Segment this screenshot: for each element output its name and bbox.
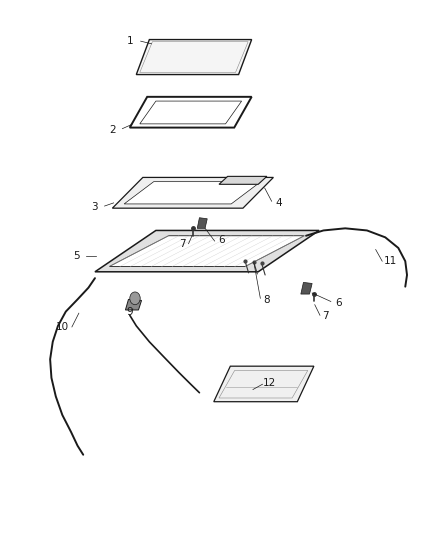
Text: 10: 10 bbox=[56, 322, 69, 332]
Polygon shape bbox=[301, 282, 312, 294]
Polygon shape bbox=[219, 176, 267, 184]
Polygon shape bbox=[113, 177, 273, 208]
Polygon shape bbox=[110, 236, 304, 266]
Text: 11: 11 bbox=[384, 256, 398, 266]
Text: 12: 12 bbox=[262, 378, 276, 388]
Text: 9: 9 bbox=[127, 306, 133, 317]
Text: 7: 7 bbox=[179, 239, 185, 249]
Polygon shape bbox=[130, 97, 252, 127]
Text: 4: 4 bbox=[276, 198, 283, 208]
Text: 5: 5 bbox=[73, 251, 80, 261]
Polygon shape bbox=[95, 230, 319, 272]
Polygon shape bbox=[214, 366, 314, 402]
Polygon shape bbox=[140, 101, 242, 124]
Polygon shape bbox=[124, 182, 261, 204]
Polygon shape bbox=[136, 39, 252, 75]
Text: 8: 8 bbox=[264, 295, 270, 305]
Polygon shape bbox=[197, 217, 207, 228]
Polygon shape bbox=[125, 300, 141, 310]
Text: 6: 6 bbox=[218, 235, 225, 245]
Text: 3: 3 bbox=[92, 202, 98, 212]
Text: 6: 6 bbox=[336, 297, 342, 308]
Text: 1: 1 bbox=[127, 36, 133, 46]
Polygon shape bbox=[140, 42, 248, 72]
Text: 2: 2 bbox=[109, 125, 116, 135]
Circle shape bbox=[130, 292, 140, 305]
Text: 7: 7 bbox=[322, 311, 329, 321]
Polygon shape bbox=[219, 370, 308, 398]
